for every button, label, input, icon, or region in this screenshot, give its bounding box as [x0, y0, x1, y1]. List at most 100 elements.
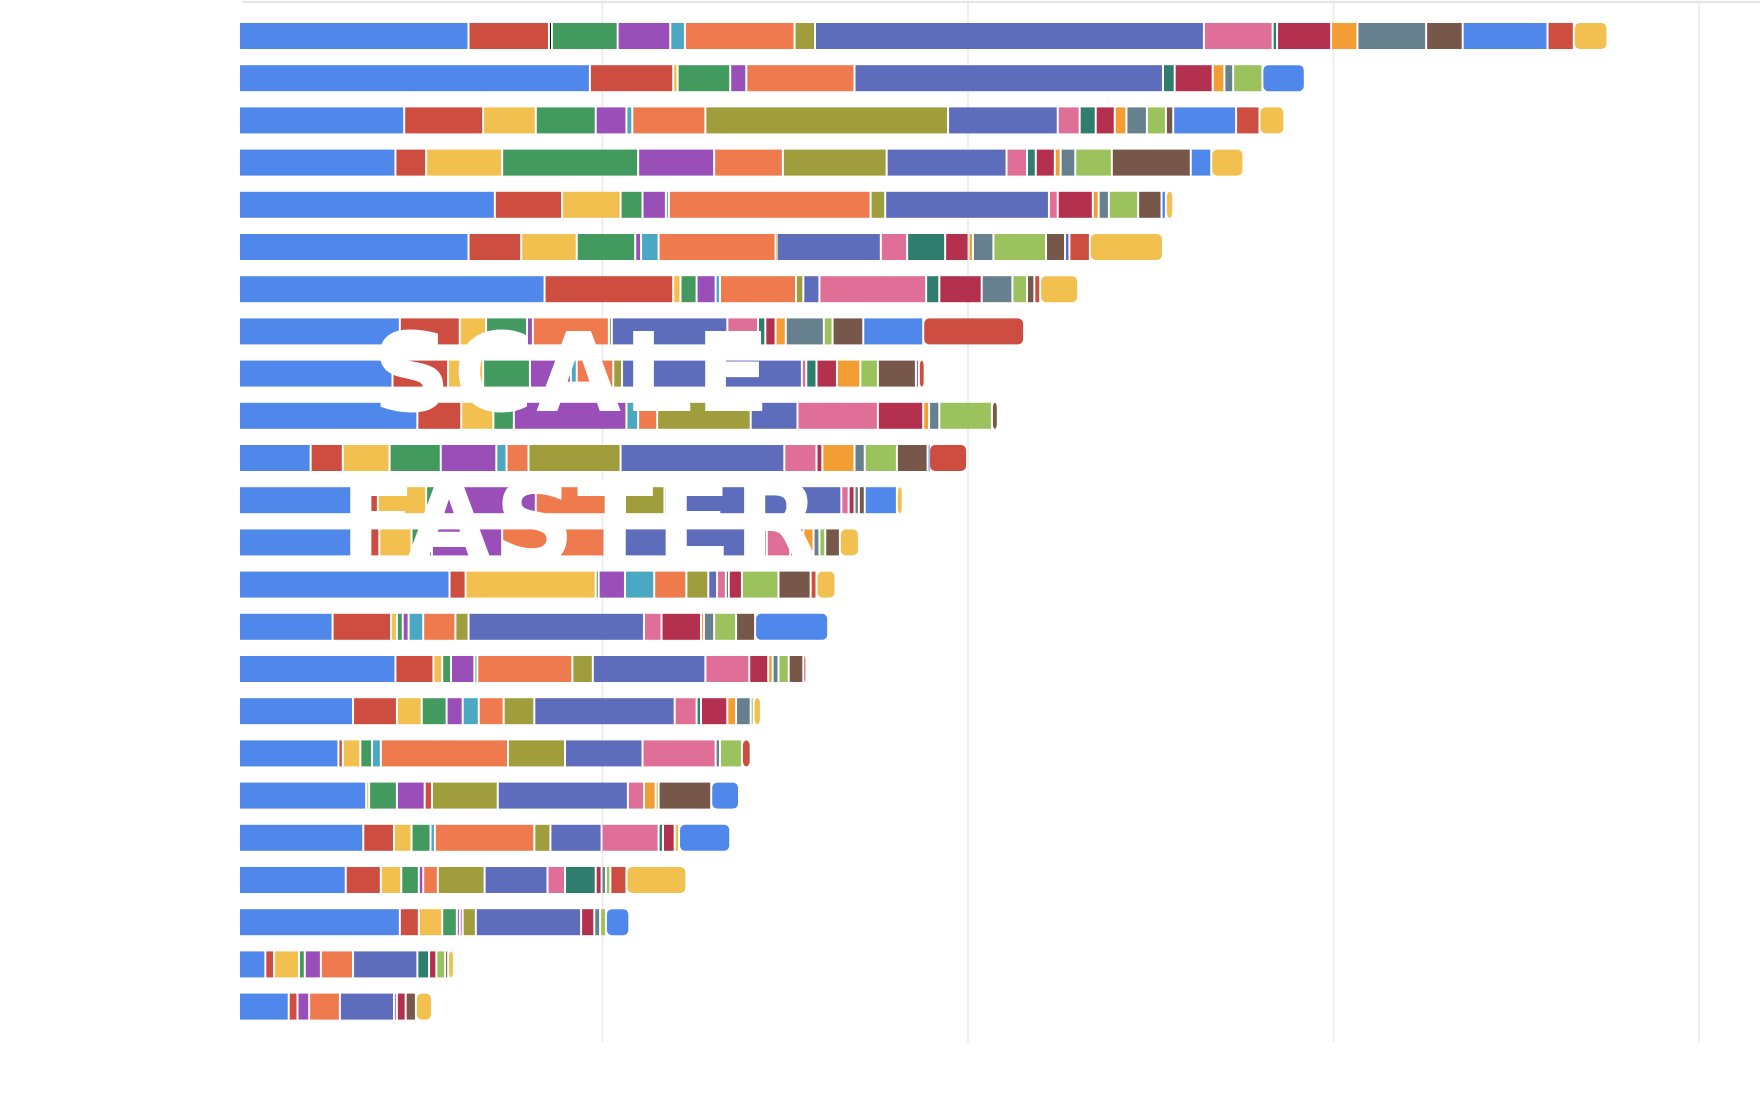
bar-segment: [451, 656, 474, 682]
bar-segment: [615, 529, 766, 556]
bar-segment: [1028, 149, 1035, 176]
bar-segment: [240, 698, 353, 725]
bar-segment: [266, 951, 274, 978]
bar-segment: [419, 909, 442, 936]
bar-segment: [612, 318, 727, 345]
bar-segment: [1166, 107, 1173, 134]
bar-segment: [611, 867, 626, 893]
bar-segment: [549, 23, 551, 49]
bar-segment: [779, 656, 788, 682]
bar-segment: [1049, 191, 1057, 218]
bar-segment: [687, 571, 708, 598]
bar-segment: [1041, 276, 1078, 303]
bar-segment: [373, 740, 380, 767]
bar-segment: [392, 613, 396, 640]
bar-segment: [582, 909, 594, 936]
bar-segment: [1070, 234, 1089, 260]
bar-segment: [675, 824, 679, 851]
bar-segment: [709, 571, 717, 598]
bar-segment: [759, 318, 765, 345]
bar-segment: [731, 65, 746, 92]
bar-segment: [406, 993, 415, 1020]
bar-segment: [627, 107, 632, 134]
bar-segment: [475, 656, 477, 682]
bar-segment: [1175, 65, 1212, 92]
bar-segment: [333, 613, 391, 640]
bar-segment: [628, 782, 643, 809]
bar-segment: [916, 360, 918, 387]
bar-segment: [299, 951, 304, 978]
bar-segment: [599, 571, 624, 598]
bar-segment: [878, 402, 923, 429]
bar-segment: [503, 149, 638, 176]
bar-segment: [514, 402, 626, 429]
bar-segment: [469, 613, 643, 640]
bar-segment: [1204, 23, 1272, 49]
bar-segment: [946, 234, 968, 260]
bar-segment: [1548, 23, 1573, 49]
bar-segment: [639, 402, 657, 429]
bar-segment: [240, 445, 310, 471]
bar-segment: [973, 234, 993, 260]
bar-segment: [927, 276, 939, 303]
bar-segment: [701, 698, 727, 725]
bar-segment: [416, 993, 431, 1020]
bar-segment: [949, 107, 1057, 134]
bar-segment: [750, 656, 768, 682]
bar-segment: [535, 824, 550, 851]
bar-segment: [354, 951, 417, 978]
bar-segment: [721, 740, 741, 767]
bar-segment: [1115, 107, 1126, 134]
bar-segment: [726, 571, 728, 598]
bar-segment: [1093, 191, 1098, 218]
bar-segment: [507, 445, 528, 471]
bar-segment: [804, 276, 819, 303]
bar-segment: [742, 740, 750, 767]
bar-row: [240, 234, 1162, 260]
bar-segment: [802, 360, 806, 387]
bar-row: [240, 487, 902, 514]
bar-segment: [665, 487, 841, 514]
bar-segment: [378, 487, 426, 514]
bar-segment: [240, 571, 449, 598]
bar-segment: [1096, 107, 1114, 134]
bar-segment: [400, 909, 418, 936]
bar-segment: [706, 656, 749, 682]
bar-segment: [460, 318, 486, 345]
bar-segment: [305, 951, 320, 978]
bar-row: [240, 65, 1304, 92]
bar-segment: [412, 529, 431, 556]
bar-segment: [497, 445, 506, 471]
bar-segment: [432, 782, 497, 809]
bar-segment: [674, 65, 677, 92]
bar-segment: [240, 318, 399, 345]
bar-segment: [969, 234, 972, 260]
bar-segment: [545, 276, 673, 303]
bar-segment: [820, 529, 825, 556]
bar-row: [240, 571, 835, 598]
bar-segment: [462, 402, 493, 429]
bar-segment: [422, 698, 446, 725]
bar-segment: [924, 318, 1024, 345]
bar-segment: [817, 571, 835, 598]
bar-segment: [418, 402, 461, 429]
bar-segment: [924, 402, 929, 429]
bar-segment: [712, 782, 739, 809]
bar-segment: [240, 107, 404, 134]
bar-segment: [627, 402, 638, 429]
bar-segment: [380, 529, 411, 556]
bar-segment: [566, 867, 595, 893]
bar-segment: [602, 824, 658, 851]
bar-segment: [240, 487, 364, 514]
bar-segment: [1225, 65, 1233, 92]
bar-segment: [240, 656, 395, 682]
bar-segment: [706, 107, 948, 134]
bar-segment: [456, 613, 468, 640]
bar-segment: [396, 656, 433, 682]
bar-segment: [418, 951, 429, 978]
bar-segment: [495, 191, 562, 218]
bar-segment: [982, 276, 1012, 303]
bar-segment: [1278, 23, 1331, 49]
bar-segment: [412, 824, 430, 851]
bar-segment: [438, 867, 484, 893]
